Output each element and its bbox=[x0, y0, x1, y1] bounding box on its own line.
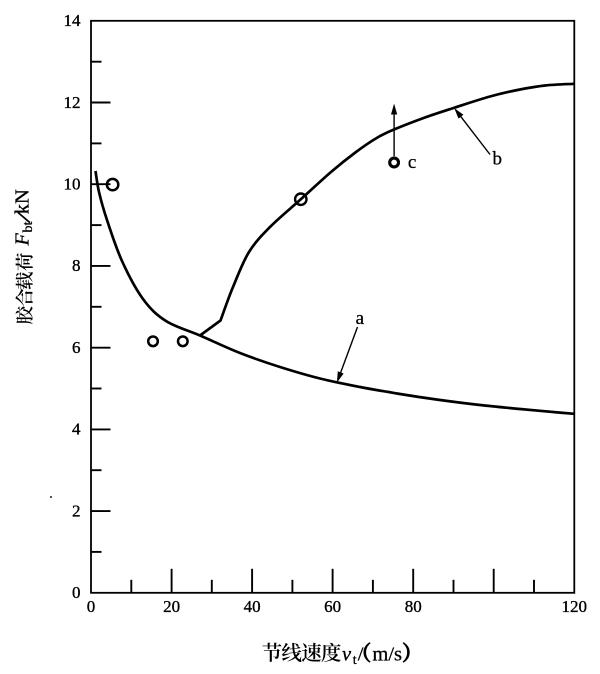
svg-text:40: 40 bbox=[244, 597, 261, 616]
svg-text:0: 0 bbox=[72, 583, 81, 602]
svg-text:10: 10 bbox=[64, 175, 81, 194]
svg-text:14: 14 bbox=[64, 11, 82, 30]
svg-text:F: F bbox=[12, 233, 34, 247]
svg-text:a: a bbox=[356, 308, 365, 329]
svg-text:12: 12 bbox=[64, 93, 81, 112]
svg-text:2: 2 bbox=[72, 501, 81, 520]
svg-text:t: t bbox=[353, 653, 357, 668]
svg-text:m/s: m/s bbox=[372, 643, 402, 665]
svg-text:60: 60 bbox=[324, 597, 341, 616]
svg-text:/: / bbox=[358, 643, 364, 665]
svg-text:c: c bbox=[408, 152, 416, 173]
svg-text:20: 20 bbox=[163, 597, 180, 616]
svg-text:8: 8 bbox=[72, 256, 81, 275]
svg-text:b: b bbox=[493, 149, 503, 170]
svg-text:6: 6 bbox=[72, 338, 81, 357]
svg-text:80: 80 bbox=[405, 597, 422, 616]
svg-text:v: v bbox=[342, 643, 352, 665]
svg-text:0: 0 bbox=[87, 597, 96, 616]
svg-text:4: 4 bbox=[72, 420, 81, 439]
svg-text:120: 120 bbox=[562, 597, 588, 616]
svg-text:bt: bt bbox=[21, 222, 36, 233]
svg-text:kN: kN bbox=[12, 189, 34, 214]
